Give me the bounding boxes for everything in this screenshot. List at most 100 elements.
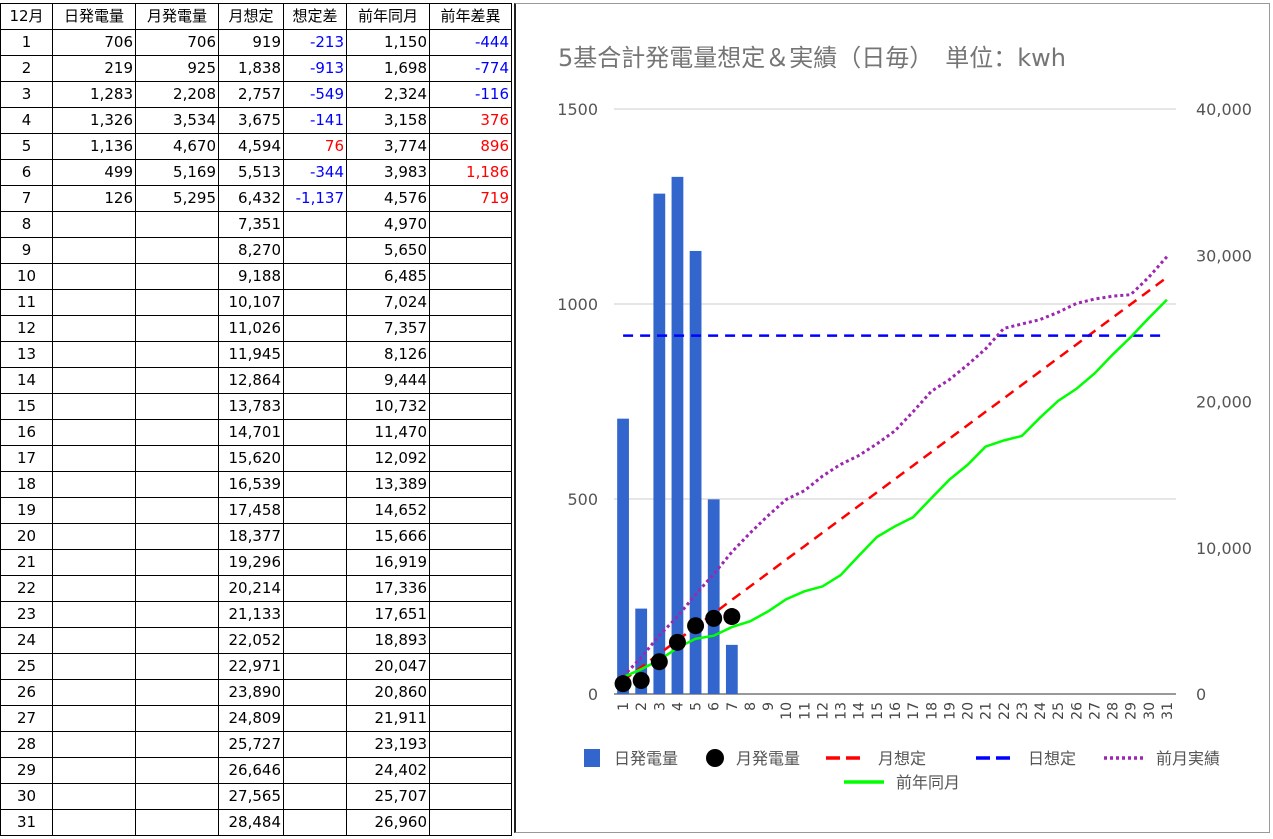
cell-prev-year: 9,444 xyxy=(346,367,430,394)
table-row: 10 9,188 6,485 xyxy=(0,263,512,290)
cell-daily-generation xyxy=(52,575,136,602)
cell-estimate-diff xyxy=(283,419,347,446)
cell-monthly-generation xyxy=(135,575,219,602)
header-prev-year-diff: 前年差異 xyxy=(429,3,512,30)
cell-daily-generation xyxy=(52,731,136,758)
cell-day: 4 xyxy=(0,107,53,134)
cell-prev-year-diff xyxy=(429,783,512,810)
y-left-tick-label: 0 xyxy=(588,685,598,704)
cell-day: 26 xyxy=(0,679,53,706)
legend-label: 月想定 xyxy=(878,749,926,768)
table-row: 23 21,133 17,651 xyxy=(0,601,512,628)
x-tick-label: 13 xyxy=(834,702,850,720)
header-daily-generation: 日発電量 xyxy=(52,3,136,30)
y-right-tick-label: 10,000 xyxy=(1196,539,1252,558)
cell-day: 5 xyxy=(0,133,53,160)
table-header: 12月 日発電量 月発電量 月想定 想定差 前年同月 前年差異 xyxy=(0,3,512,30)
cell-monthly-generation: 5,295 xyxy=(135,185,219,212)
table-row: 6 499 5,169 5,513 -344 3,983 1,186 xyxy=(0,159,512,186)
cell-prev-year: 25,707 xyxy=(346,783,430,810)
cell-monthly-estimate: 22,971 xyxy=(218,653,284,680)
cell-monthly-generation xyxy=(135,367,219,394)
cell-day: 28 xyxy=(0,731,53,758)
x-tick-label: 21 xyxy=(979,702,995,720)
legend-label: 月発電量 xyxy=(736,749,800,768)
cell-estimate-diff: -141 xyxy=(283,107,347,134)
cell-monthly-estimate: 23,890 xyxy=(218,679,284,706)
chart-panel: 5基合計発電量想定＆実績（日毎） 単位：kwh 0 500 1000 1500 0 10,0… xyxy=(514,3,1270,833)
cell-daily-generation xyxy=(52,627,136,654)
table-row: 3 1,283 2,208 2,757 -549 2,324 -116 xyxy=(0,81,512,108)
cell-monthly-estimate: 11,026 xyxy=(218,315,284,342)
x-tick-label: 16 xyxy=(888,702,904,720)
cell-day: 12 xyxy=(0,315,53,342)
cell-monthly-estimate: 9,188 xyxy=(218,263,284,290)
cell-prev-year: 16,919 xyxy=(346,549,430,576)
cell-monthly-generation xyxy=(135,549,219,576)
cell-monthly-generation xyxy=(135,471,219,498)
x-tick-label: 2 xyxy=(634,702,650,711)
table-row: 5 1,136 4,670 4,594 76 3,774 896 xyxy=(0,133,512,160)
x-tick-label: 15 xyxy=(870,702,886,720)
y-right-tick-label: 40,000 xyxy=(1196,100,1252,119)
cell-monthly-estimate: 18,377 xyxy=(218,523,284,550)
table-row: 2 219 925 1,838 -913 1,698 -774 xyxy=(0,55,512,82)
x-tick-label: 11 xyxy=(797,702,813,720)
cell-daily-generation xyxy=(52,211,136,238)
x-tick-label: 29 xyxy=(1124,702,1140,720)
cell-estimate-diff xyxy=(283,263,347,290)
table-header-row: 12月 日発電量 月発電量 月想定 想定差 前年同月 前年差異 xyxy=(0,3,512,30)
cell-prev-year-diff xyxy=(429,809,512,836)
legend-swatch xyxy=(706,749,724,767)
cell-monthly-generation xyxy=(135,627,219,654)
cell-prev-year: 3,158 xyxy=(346,107,430,134)
cell-prev-year: 12,092 xyxy=(346,445,430,472)
cell-prev-year-diff xyxy=(429,523,512,550)
cell-prev-year-diff: -444 xyxy=(429,29,512,56)
cell-monthly-estimate: 21,133 xyxy=(218,601,284,628)
table-row: 4 1,326 3,534 3,675 -141 3,158 376 xyxy=(0,107,512,134)
cell-prev-year: 3,983 xyxy=(346,159,430,186)
cell-estimate-diff xyxy=(283,731,347,758)
y-left-tick-label: 500 xyxy=(567,490,598,509)
cell-day: 30 xyxy=(0,783,53,810)
cell-estimate-diff xyxy=(283,211,347,238)
cell-estimate-diff xyxy=(283,575,347,602)
cell-daily-generation xyxy=(52,601,136,628)
cell-prev-year-diff: 376 xyxy=(429,107,512,134)
cell-estimate-diff xyxy=(283,445,347,472)
cell-daily-generation: 1,326 xyxy=(52,107,136,134)
cell-day: 8 xyxy=(0,211,53,238)
cell-prev-year: 26,960 xyxy=(346,809,430,836)
cell-prev-year: 13,389 xyxy=(346,471,430,498)
cell-monthly-generation xyxy=(135,523,219,550)
cell-prev-year: 18,893 xyxy=(346,627,430,654)
cell-daily-generation xyxy=(52,419,136,446)
cell-prev-year-diff xyxy=(429,497,512,524)
cell-monthly-estimate: 19,296 xyxy=(218,549,284,576)
cell-prev-year-diff xyxy=(429,653,512,680)
bar-4 xyxy=(671,176,684,695)
cell-monthly-estimate: 919 xyxy=(218,29,284,56)
cell-daily-generation xyxy=(52,497,136,524)
cell-monthly-estimate: 2,757 xyxy=(218,81,284,108)
table-row: 27 24,809 21,911 xyxy=(0,705,512,732)
cell-monthly-generation xyxy=(135,341,219,368)
x-tick-label: 24 xyxy=(1033,702,1049,720)
cell-prev-year: 17,336 xyxy=(346,575,430,602)
cell-monthly-estimate: 20,214 xyxy=(218,575,284,602)
table-row: 19 17,458 14,652 xyxy=(0,497,512,524)
cell-monthly-generation: 4,670 xyxy=(135,133,219,160)
cell-day: 15 xyxy=(0,393,53,420)
cell-day: 17 xyxy=(0,445,53,472)
cell-monthly-generation xyxy=(135,445,219,472)
cell-daily-generation: 706 xyxy=(52,29,136,56)
cell-daily-generation xyxy=(52,679,136,706)
cell-prev-year: 7,024 xyxy=(346,289,430,316)
cell-monthly-estimate: 24,809 xyxy=(218,705,284,732)
cell-monthly-estimate: 25,727 xyxy=(218,731,284,758)
cell-monthly-generation xyxy=(135,705,219,732)
x-tick-label: 19 xyxy=(942,702,958,720)
cell-day: 13 xyxy=(0,341,53,368)
cell-daily-generation: 499 xyxy=(52,159,136,186)
